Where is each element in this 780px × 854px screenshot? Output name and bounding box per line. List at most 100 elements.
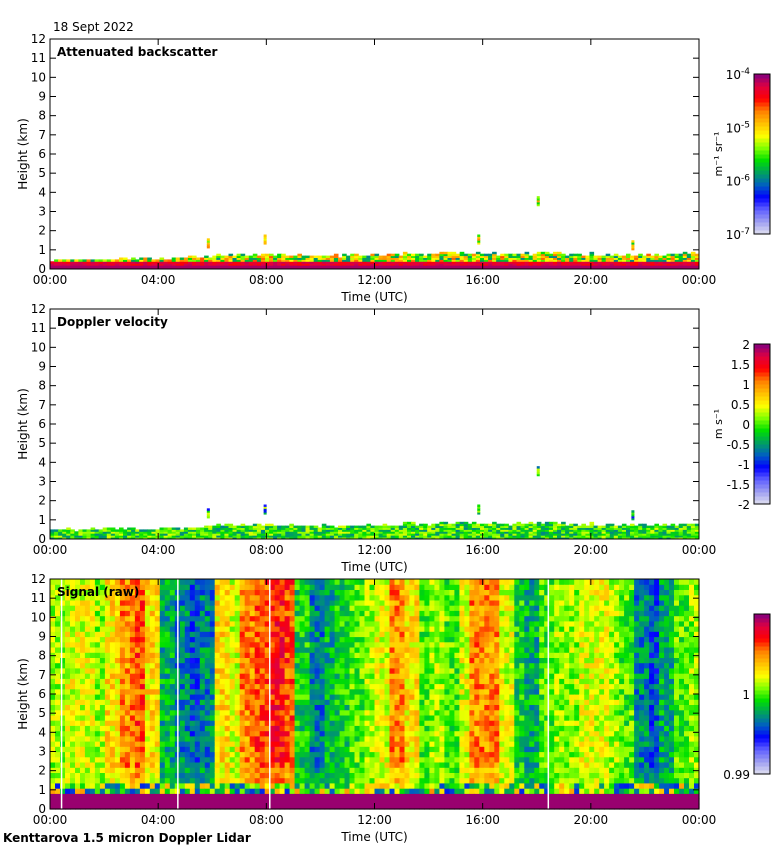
- signal-cell: [310, 752, 316, 758]
- velocity-cell: [176, 528, 181, 530]
- signal-cell: [110, 621, 116, 627]
- signal-cell: [250, 595, 256, 601]
- colorbar-1: -2-1.5-1-0.500.511.52m s⁻¹: [712, 338, 770, 512]
- signal-cell: [220, 694, 226, 700]
- signal-cell: [255, 642, 261, 648]
- signal-cell: [185, 626, 191, 632]
- backscatter-cell: [565, 256, 570, 258]
- signal-cell: [250, 605, 256, 611]
- signal-cell: [95, 752, 101, 758]
- signal-cell: [105, 647, 111, 653]
- velocity-cell: [229, 524, 234, 526]
- signal-cell: [275, 705, 281, 711]
- signal-cell: [290, 715, 296, 721]
- signal-cell: [205, 584, 211, 590]
- signal-cell: [270, 663, 276, 669]
- y-tick-label: 8: [38, 379, 46, 393]
- signal-cell: [220, 631, 226, 637]
- signal-cell: [240, 694, 246, 700]
- velocity-cell: [95, 529, 100, 531]
- signal-cell: [245, 647, 251, 653]
- signal-cell: [300, 621, 306, 627]
- signal-cell: [235, 668, 241, 674]
- signal-cell: [305, 678, 311, 684]
- signal-cell: [270, 584, 276, 590]
- signal-cell: [170, 668, 176, 674]
- backscatter-cell: [111, 259, 116, 261]
- signal-cell: [55, 621, 61, 627]
- colorbar-segment: [754, 90, 770, 95]
- signal-cell: [140, 752, 146, 758]
- colorbar-segment: [754, 432, 770, 437]
- signal-cell: [260, 605, 266, 611]
- signal-cell: [210, 605, 216, 611]
- signal-cell: [320, 699, 326, 705]
- signal-cell: [55, 772, 61, 778]
- signal-cell: [270, 610, 276, 616]
- colorbar-segment: [754, 492, 770, 497]
- signal-cell: [160, 595, 166, 601]
- signal-cell: [105, 657, 111, 663]
- signal-cell: [320, 705, 326, 711]
- signal-cell: [210, 584, 216, 590]
- signal-cell: [120, 652, 126, 658]
- signal-cell: [315, 725, 321, 731]
- signal-cell: [110, 710, 116, 716]
- signal-cell: [220, 647, 226, 653]
- plot-frame: [50, 309, 699, 539]
- signal-cell: [160, 725, 166, 731]
- signal-cell: [120, 746, 126, 752]
- signal-cell: [295, 715, 301, 721]
- signal-cell: [280, 684, 286, 690]
- signal-cell: [125, 684, 131, 690]
- signal-cell: [165, 772, 171, 778]
- signal-cell: [120, 757, 126, 763]
- signal-cell: [155, 694, 161, 700]
- signal-cell: [95, 741, 101, 747]
- backscatter-cell: [618, 256, 623, 258]
- signal-cell: [190, 799, 196, 805]
- signal-cell: [130, 616, 136, 622]
- signal-cell: [105, 799, 111, 805]
- signal-cell: [290, 600, 296, 606]
- signal-cell: [235, 799, 241, 805]
- signal-cell: [75, 610, 81, 616]
- signal-cell: [260, 579, 266, 585]
- velocity-cell: [237, 526, 242, 528]
- signal-cell: [180, 657, 186, 663]
- velocity-cell: [111, 528, 116, 530]
- signal-cell: [140, 783, 146, 789]
- signal-cell: [215, 647, 221, 653]
- signal-cell: [65, 746, 71, 752]
- backscatter-cell: [131, 258, 136, 260]
- signal-cell: [280, 673, 286, 679]
- cloud-cell: [537, 466, 540, 468]
- signal-cell: [145, 793, 151, 799]
- signal-cell: [115, 699, 121, 705]
- cloud-cell: [477, 505, 480, 507]
- signal-cell: [180, 752, 186, 758]
- x-axis-label: Time (UTC): [340, 290, 407, 304]
- signal-cell: [100, 715, 106, 721]
- signal-cell: [200, 637, 206, 643]
- signal-cell: [225, 746, 231, 752]
- signal-cell: [135, 778, 141, 784]
- signal-cell: [160, 642, 166, 648]
- signal-cell: [240, 772, 246, 778]
- signal-cell: [285, 631, 291, 637]
- signal-cell: [260, 647, 266, 653]
- backscatter-cell: [375, 254, 380, 256]
- signal-cell: [255, 767, 261, 773]
- signal-cell: [280, 595, 286, 601]
- signal-cell: [315, 590, 321, 596]
- backscatter-cell: [184, 258, 189, 260]
- signal-cell: [315, 752, 321, 758]
- signal-cell: [235, 788, 241, 794]
- signal-cell: [310, 616, 316, 622]
- signal-cell: [295, 647, 301, 653]
- signal-cell: [80, 689, 86, 695]
- signal-cell: [120, 694, 126, 700]
- signal-cell: [125, 642, 131, 648]
- backscatter-cell: [411, 254, 416, 256]
- colorbar-segment: [754, 186, 770, 191]
